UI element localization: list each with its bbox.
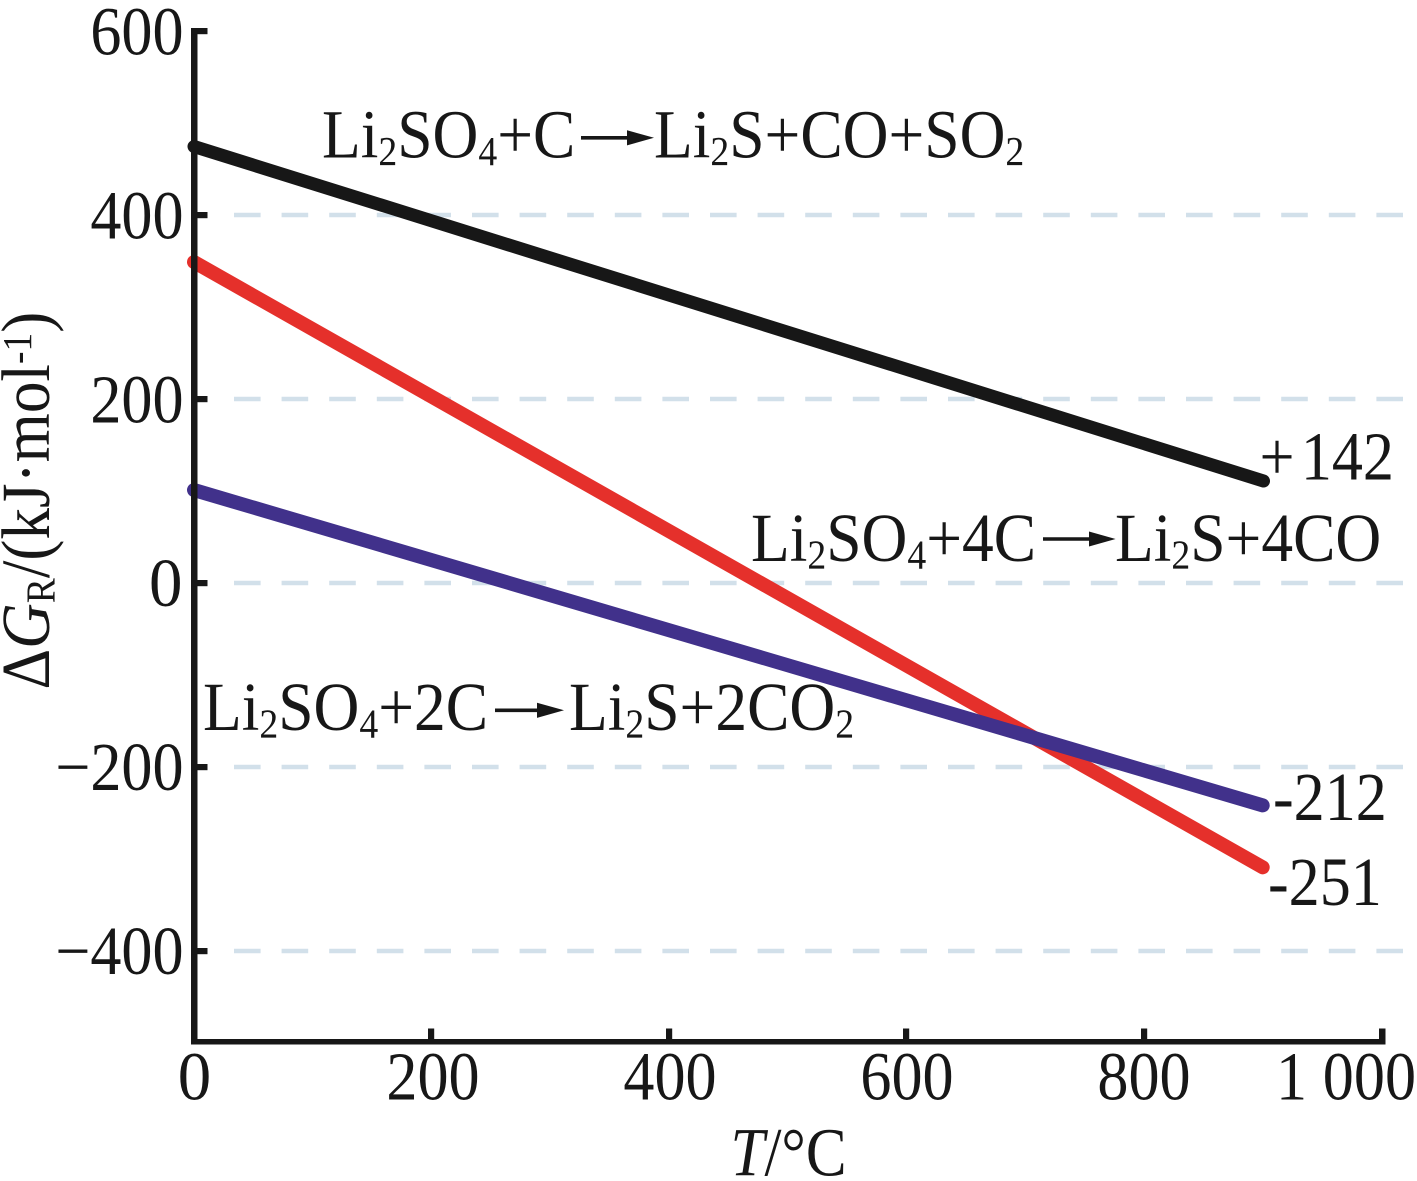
svg-text:Li2S+2CO2: Li2S+2CO2 [569, 670, 854, 747]
svg-text:Li2SO4+C: Li2SO4+C [322, 97, 575, 174]
svg-text:−200: −200 [55, 730, 183, 806]
svg-text:Li2SO4+2C: Li2SO4+2C [203, 670, 488, 747]
svg-text:200: 200 [386, 1040, 479, 1116]
svg-text:0: 0 [149, 544, 182, 621]
svg-text:+142: +142 [1260, 420, 1394, 496]
svg-text:Li2SO4+4C: Li2SO4+4C [751, 501, 1036, 578]
svg-text:ΔGR/(kJ·mol-1): ΔGR/(kJ·mol-1) [0, 312, 65, 690]
svg-text:600: 600 [90, 0, 183, 70]
svg-text:0: 0 [178, 1038, 211, 1115]
svg-text:T/°C: T/°C [731, 1115, 847, 1181]
svg-text:1 000: 1 000 [1276, 1040, 1416, 1116]
svg-text:200: 200 [90, 363, 183, 439]
svg-text:-251: -251 [1268, 845, 1382, 921]
svg-text:400: 400 [90, 179, 183, 255]
svg-text:Li2S+CO+SO2: Li2S+CO+SO2 [654, 97, 1024, 174]
svg-text:-212: -212 [1273, 760, 1387, 836]
svg-text:Li2S+4CO: Li2S+4CO [1115, 501, 1381, 578]
svg-text:800: 800 [1097, 1040, 1190, 1116]
svg-text:−400: −400 [55, 914, 183, 990]
svg-text:400: 400 [623, 1040, 716, 1116]
svg-text:600: 600 [860, 1040, 953, 1116]
